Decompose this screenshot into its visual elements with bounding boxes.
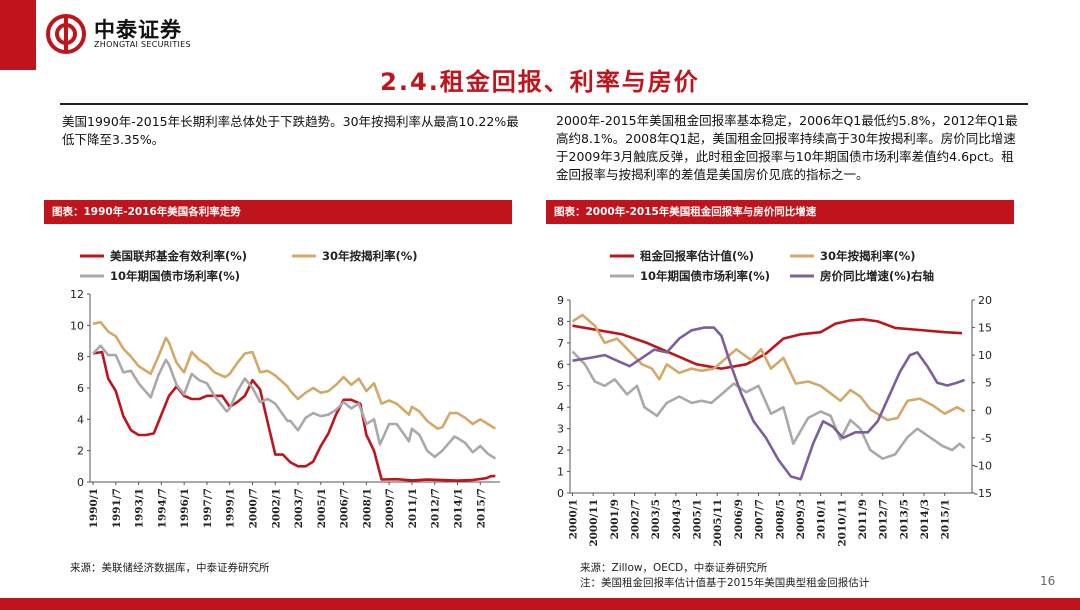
x-tick-label: 2001/9 [609, 499, 621, 539]
x-tick-label: 2000/11 [588, 499, 600, 547]
y-right-tick-label: 0 [985, 404, 992, 417]
legend-label: 美国联邦基金有效利率(%) [110, 249, 247, 263]
x-tick-label: 2008/5 [774, 499, 786, 539]
x-tick-label: 1999/1 [225, 488, 237, 528]
y-tick-label: 10 [70, 319, 84, 332]
x-tick-label: 2002/1 [270, 488, 282, 528]
x-tick-label: 2005/11 [712, 499, 724, 547]
x-tick-label: 2007/7 [754, 499, 766, 539]
x-tick-label: 2006/9 [733, 499, 745, 539]
y-tick-label: 7 [557, 337, 564, 350]
left-paragraph: 美国1990年-2015年长期利率总体处于下跌趋势。30年按揭利率从最高10.2… [62, 114, 519, 147]
y-right-tick-label: 10 [978, 349, 992, 362]
x-tick-label: 2014/3 [919, 499, 931, 539]
y-right-tick-label: 20 [978, 294, 992, 307]
series-line [571, 313, 966, 422]
series-line [92, 350, 496, 482]
y-tick-label: 1 [557, 466, 564, 479]
x-tick-label: 2005/1 [316, 488, 328, 528]
y-tick-label: 0 [557, 487, 564, 500]
y-tick-label: 4 [77, 413, 84, 426]
x-tick-label: 2015/1 [940, 499, 952, 539]
bottom-bar [0, 598, 1080, 610]
right-source: 来源：Zillow，OECD，中泰证券研究所 [580, 562, 768, 574]
accent-bar [0, 0, 36, 70]
y-tick-label: 4 [557, 401, 564, 414]
left-rate-chart: 0 2 4 6 8 10 12 1990/1 1991/7 1993/1 1994/7 1996/1 1… [70, 249, 500, 528]
x-tick-label: 2004/3 [671, 499, 683, 539]
legend-label: 房价同比增速(%)右轴 [820, 269, 934, 283]
series-line [92, 320, 497, 430]
x-tick-label: 2012/7 [430, 488, 442, 528]
page-number: 16 [1040, 574, 1056, 588]
zhongtai-logo-icon [46, 14, 86, 54]
y-tick-label: 8 [557, 315, 564, 328]
y-tick-label: 2 [77, 445, 84, 458]
right-rent-chart: 0 1 2 3 4 5 6 7 8 9 -15 -10 -5 0 5 10 15 20 2000/1 2000/11 2… [557, 249, 992, 547]
brand-name-en: ZHONGTAI SECURITIES [94, 40, 191, 49]
x-tick-label: 2009/7 [384, 488, 396, 528]
x-tick-label: 2014/1 [452, 488, 464, 528]
y-right-tick-label: 5 [985, 377, 992, 390]
right-paragraph: 2000年-2015年美国租金回报率基本稳定，2006年Q1最低约5.8%，20… [556, 113, 1018, 182]
x-tick-label: 2003/5 [650, 499, 662, 539]
y-tick-label: 9 [557, 294, 564, 307]
left-source: 来源：美联储经济数据库，中泰证券研究所 [70, 562, 270, 574]
series-line [92, 344, 497, 460]
x-tick-label: 2013/5 [898, 499, 910, 539]
legend-label: 30年按揭利率(%) [322, 249, 418, 263]
x-tick-label: 2003/7 [293, 488, 305, 528]
y-tick-label: 6 [77, 382, 84, 395]
x-tick-label: 2008/1 [361, 488, 373, 528]
x-tick-label: 2000/7 [247, 488, 259, 528]
x-tick-label: 2005/1 [692, 499, 704, 539]
y-tick-label: 12 [70, 288, 84, 301]
x-tick-label: 2012/7 [878, 499, 890, 539]
x-tick-label: 2006/7 [339, 488, 351, 528]
x-tick-label: 1994/7 [156, 488, 168, 528]
x-tick-label: 1997/7 [202, 488, 214, 528]
y-tick-label: 2 [557, 444, 564, 457]
x-tick-label: 2000/1 [567, 499, 579, 539]
legend-label: 10年期国债市场利率(%) [640, 269, 770, 283]
y-tick-label: 0 [77, 476, 84, 489]
y-tick-label: 5 [557, 380, 564, 393]
right-figure-title: 图表：2000年-2015年美国租金回报率与房价同比增速 [546, 200, 1014, 224]
title-divider [60, 103, 1028, 105]
legend-label: 租金回报率估计值(%) [640, 249, 754, 263]
x-tick-label: 1993/1 [134, 488, 146, 528]
legend-label: 10年期国债市场利率(%) [110, 269, 240, 283]
y-tick-label: 6 [557, 358, 564, 371]
y-right-tick-label: -15 [974, 487, 992, 500]
series-line [571, 350, 966, 460]
series-line [572, 318, 963, 370]
x-tick-label: 2011/9 [857, 499, 869, 539]
page-title: 2.4.租金回报、利率与房价 [380, 68, 700, 96]
x-tick-label: 2009/3 [795, 499, 807, 539]
x-tick-label: 1991/7 [111, 488, 123, 528]
series-line [572, 326, 966, 481]
y-tick-label: 8 [77, 351, 84, 364]
x-tick-label: 2010/11 [836, 499, 848, 547]
y-tick-label: 3 [557, 423, 564, 436]
x-tick-label: 2010/1 [816, 499, 828, 539]
brand-name: 中泰证券 [94, 18, 182, 42]
x-tick-label: 2011/1 [407, 488, 419, 528]
x-tick-label: 1990/1 [88, 488, 100, 528]
y-right-tick-label: 15 [978, 322, 992, 335]
x-tick-label: 2015/7 [475, 488, 487, 528]
left-figure-title: 图表：1990年-2016年美国各利率走势 [44, 200, 512, 224]
y-right-tick-label: -5 [981, 432, 992, 445]
x-tick-label: 2002/7 [630, 499, 642, 539]
right-note: 注：美国租金回报率估计值基于2015年美国典型租金回报估计 [580, 577, 870, 589]
y-right-tick-label: -10 [974, 459, 992, 472]
x-tick-label: 1996/1 [179, 488, 191, 528]
legend-label: 30年按揭利率(%) [820, 249, 916, 263]
